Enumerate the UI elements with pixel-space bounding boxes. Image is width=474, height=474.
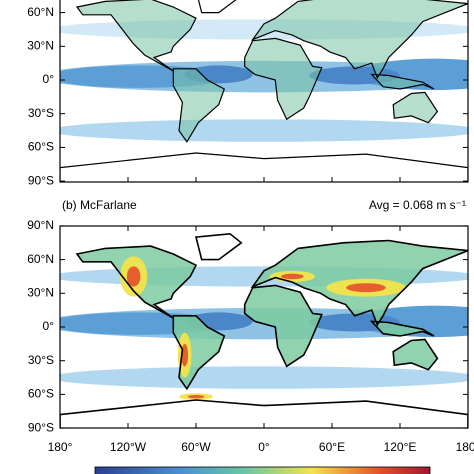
land-field [244, 38, 322, 120]
lat-label: 60°S [28, 140, 54, 154]
land-field [371, 74, 434, 89]
lat-label: 30°S [28, 353, 54, 367]
land-field [371, 321, 434, 336]
lat-label: 90°S [28, 420, 54, 434]
lat-label: 60°N [27, 252, 54, 266]
lon-label: 120°W [110, 440, 147, 454]
land-field [173, 68, 225, 142]
lon-label: 180° [48, 440, 73, 454]
coastline [369, 320, 435, 337]
lat-label: 30°N [27, 285, 54, 299]
lon-label: 60°W [181, 440, 211, 454]
lat-label: 0° [43, 72, 55, 86]
lon-label: 120°E [384, 440, 417, 454]
land-field [244, 285, 322, 367]
precip-field [346, 283, 386, 293]
avg-label: Avg = 0.068 m s⁻¹ [369, 198, 466, 212]
lon-label: 180° [456, 440, 474, 454]
precip-field [187, 394, 205, 399]
coastline [392, 91, 439, 124]
lat-label: 30°N [27, 38, 54, 52]
land-field [252, 0, 468, 78]
coastline [244, 37, 323, 121]
coastline [250, 239, 468, 327]
lat-label: 30°S [28, 106, 54, 120]
coastline [251, 0, 468, 80]
lat-label: 60°N [27, 5, 54, 19]
lon-label: 60°E [319, 440, 345, 454]
coastline [197, 0, 237, 14]
precip-field [60, 119, 468, 142]
coastline [75, 0, 197, 72]
map-panel-a [60, 0, 468, 182]
lat-label: 0° [43, 319, 55, 333]
coastline [172, 314, 226, 391]
lat-label: 60°S [28, 387, 54, 401]
coastline [60, 152, 468, 182]
panel-title: (b) McFarlane [62, 198, 137, 212]
lat-label: 90°S [28, 173, 54, 187]
land-field [393, 339, 438, 370]
coastline [60, 399, 468, 428]
precip-field [126, 266, 141, 287]
map-panel-b [60, 232, 468, 428]
coastline [75, 245, 198, 319]
lat-label: 90°N [27, 218, 54, 232]
coastline [392, 338, 439, 371]
coastline [243, 284, 323, 368]
precip-field [281, 273, 304, 280]
colorbar [94, 466, 431, 474]
coastline [370, 73, 435, 90]
precip-field [60, 366, 468, 389]
lon-label: 0° [258, 440, 270, 454]
coastline [194, 232, 243, 261]
coastline [172, 68, 226, 143]
land-field [393, 92, 438, 123]
